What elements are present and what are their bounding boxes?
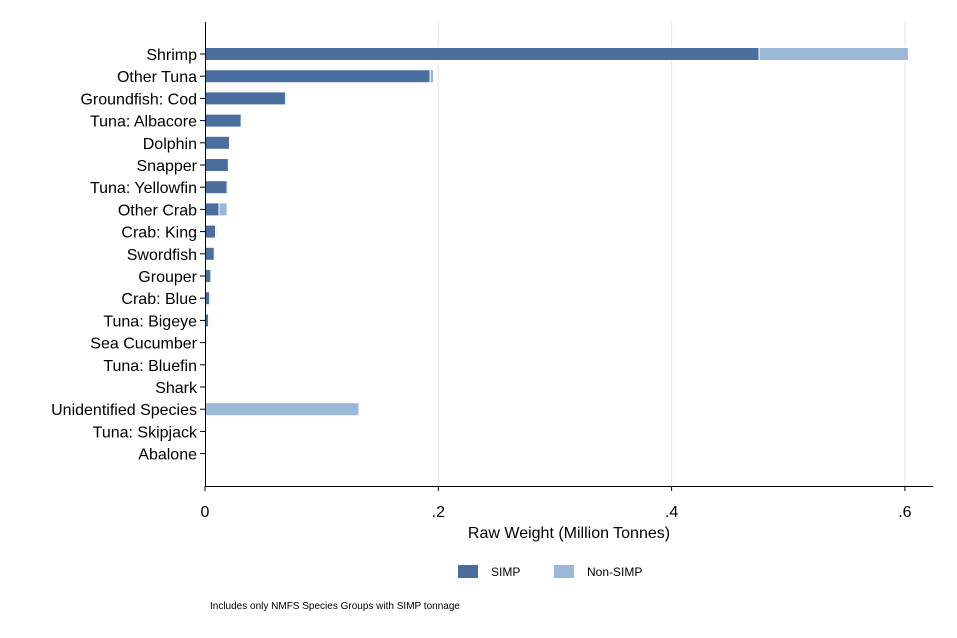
bar-non-simp-other-crab	[218, 202, 228, 217]
category-labels: Shrimp Other Tuna Groundfish: Cod Tuna: Alb…	[51, 47, 205, 464]
bar-non-simp-tuna-yellowfin	[226, 180, 229, 195]
category-label: Tuna: Bluefin	[103, 358, 197, 375]
x-ticks: 0 .2 .4 .6	[201, 486, 912, 521]
bar-simp-snapper	[204, 158, 229, 172]
x-tick-label: .2	[432, 504, 445, 521]
category-label: Shrimp	[146, 47, 197, 64]
legend: SIMP Non-SIMP	[458, 565, 642, 579]
bar-simp-other-crab	[204, 202, 220, 217]
bar-simp-swordfish	[204, 246, 215, 261]
category-label: Swordfish	[127, 247, 197, 264]
bar-non-simp-groundfish-cod	[284, 91, 288, 106]
category-label: Unidentified Species	[51, 402, 197, 419]
legend-label-simp: SIMP	[491, 565, 520, 579]
category-label: Other Crab	[118, 202, 197, 219]
chart-note: Includes only NMFS Species Groups with S…	[210, 601, 460, 612]
bar-simp-shrimp	[204, 47, 760, 61]
category-label: Groundfish: Cod	[80, 91, 197, 108]
x-tick-label: .6	[898, 504, 911, 521]
bar-simp-groundfish-cod	[204, 91, 286, 106]
category-label: Sea Cucumber	[90, 336, 197, 353]
category-label: Shark	[155, 380, 198, 397]
axes	[205, 22, 933, 487]
grid-lines	[437, 22, 906, 486]
bar-simp-crab-king	[204, 224, 216, 239]
legend-label-non-simp: Non-SIMP	[587, 565, 642, 579]
x-tick-label: .4	[665, 504, 678, 521]
legend-swatch-non-simp	[554, 565, 574, 578]
bar-simp-other-tuna	[204, 69, 431, 84]
category-label: Snapper	[137, 158, 198, 175]
bar-non-simp-shrimp	[758, 47, 909, 61]
category-label: Tuna: Skipjack	[93, 424, 198, 441]
bar-non-simp-other-tuna	[429, 69, 435, 84]
bar-non-simp-unidentified-species	[204, 402, 360, 417]
category-label: Tuna: Bigeye	[103, 313, 197, 330]
category-label: Crab: Blue	[121, 291, 197, 308]
bar-non-simp-crab-king	[214, 224, 218, 239]
bar-simp-tuna-albacore	[204, 113, 242, 128]
bars	[204, 47, 909, 417]
category-label: Other Tuna	[117, 69, 197, 86]
category-label: Crab: King	[121, 225, 197, 242]
bar-simp-tuna-yellowfin	[204, 180, 228, 195]
category-label: Abalone	[138, 447, 197, 464]
bar-simp-dolphin	[204, 135, 230, 150]
bar-non-simp-swordfish	[213, 246, 216, 261]
x-tick-label: 0	[201, 504, 210, 521]
bar-non-simp-tuna-bigeye	[207, 313, 211, 328]
category-label: Tuna: Yellowfin	[90, 180, 197, 197]
legend-swatch-simp	[458, 565, 478, 578]
category-label: Dolphin	[143, 136, 197, 153]
category-label: Grouper	[138, 269, 197, 286]
x-axis-title: Raw Weight (Million Tonnes)	[468, 525, 670, 542]
category-label: Tuna: Albacore	[90, 114, 197, 131]
